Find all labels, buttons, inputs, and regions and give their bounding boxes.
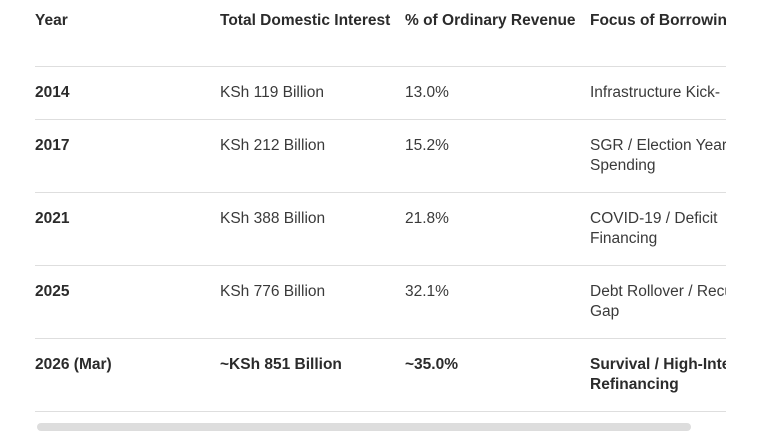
cell-pct: 13.0% <box>405 83 449 101</box>
cell-year: 2025 <box>35 282 70 300</box>
header-year: Year <box>35 12 68 29</box>
domestic-interest-table: Year Total Domestic Interest % of Ordina… <box>35 0 726 412</box>
cell-interest: KSh 119 Billion <box>220 83 324 101</box>
table-row: 2017 KSh 212 Billion 15.2% SGR / Electio… <box>35 119 726 192</box>
cell-interest: KSh 388 Billion <box>220 209 326 227</box>
cell-interest: KSh 776 Billion <box>220 282 326 300</box>
cell-focus: Infrastructure Kick- <box>590 83 721 101</box>
cell-year: 2017 <box>35 136 70 154</box>
horizontal-scrollbar[interactable] <box>37 423 691 431</box>
header-focus-of-borrowing: Focus of Borrowing <box>590 12 726 29</box>
cell-pct: ~35.0% <box>405 355 459 373</box>
cell-pct: 15.2% <box>405 136 449 154</box>
cell-focus: SGR / Election Year Spending <box>590 136 726 174</box>
table-row: 2021 KSh 388 Billion 21.8% COVID-19 / De… <box>35 192 726 265</box>
data-table-container: Year Total Domestic Interest % of Ordina… <box>35 0 726 418</box>
table-header-row: Year Total Domestic Interest % of Ordina… <box>35 0 726 66</box>
table-row: 2014 KSh 119 Billion 13.0% Infrastructur… <box>35 66 726 119</box>
cell-pct: 32.1% <box>405 282 449 300</box>
cell-focus: Debt Rollover / Recurrent Gap <box>590 282 726 320</box>
cell-focus: Survival / High-Interest Refinancing <box>590 355 726 393</box>
cell-interest: KSh 212 Billion <box>220 136 326 154</box>
header-percent-ordinary-revenue: % of Ordinary Revenue <box>405 12 576 29</box>
table-row: 2025 KSh 776 Billion 32.1% Debt Rollover… <box>35 265 726 338</box>
cell-interest: ~KSh 851 Billion <box>220 355 342 373</box>
header-total-domestic-interest: Total Domestic Interest <box>220 12 391 29</box>
cell-focus: COVID-19 / Deficit Financing <box>590 209 718 247</box>
cell-year: 2014 <box>35 83 70 101</box>
cell-year: 2021 <box>35 209 70 227</box>
cell-year: 2026 (Mar) <box>35 355 112 373</box>
table-row-highlighted: 2026 (Mar) ~KSh 851 Billion ~35.0% Survi… <box>35 338 726 411</box>
cell-pct: 21.8% <box>405 209 449 227</box>
